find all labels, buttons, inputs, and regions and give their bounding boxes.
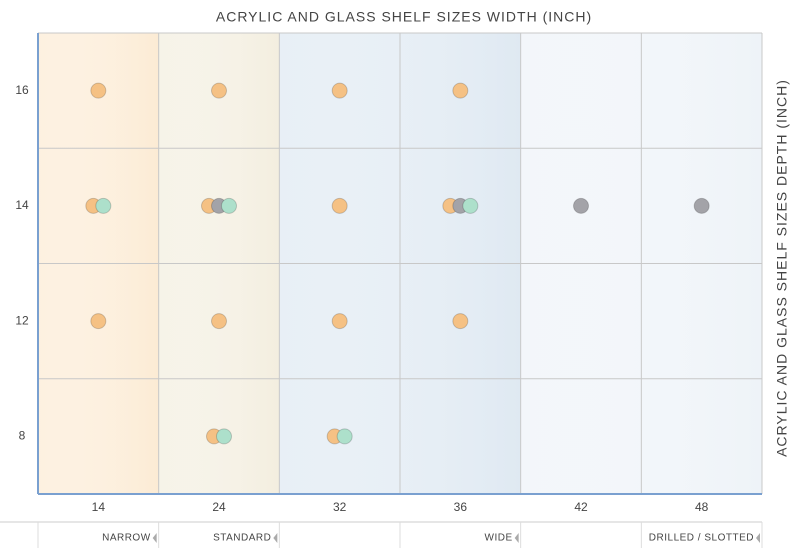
group-arrow bbox=[756, 533, 760, 543]
dot bbox=[211, 82, 227, 99]
x-tick-label: 32 bbox=[333, 500, 347, 514]
dot bbox=[90, 82, 107, 99]
dot bbox=[211, 313, 227, 330]
dot bbox=[216, 428, 232, 445]
dot bbox=[573, 197, 589, 214]
y-axis-label: ACRYLIC AND GLASS SHELF SIZES DEPTH (INC… bbox=[774, 79, 790, 457]
dot bbox=[95, 197, 112, 214]
x-tick-label: 14 bbox=[92, 500, 106, 514]
dot bbox=[90, 313, 107, 330]
group-label: DRILLED / SLOTTED bbox=[649, 533, 754, 544]
group-arrow bbox=[514, 533, 519, 543]
dot bbox=[221, 197, 237, 214]
dot bbox=[331, 82, 348, 99]
x-tick-label: 36 bbox=[454, 500, 468, 514]
chart-title: ACRYLIC AND GLASS SHELF SIZES WIDTH (INC… bbox=[216, 9, 592, 25]
dot bbox=[452, 82, 469, 99]
y-tick-label: 12 bbox=[15, 313, 29, 327]
dot bbox=[331, 197, 348, 214]
x-tick-label: 48 bbox=[695, 500, 709, 514]
dot bbox=[452, 313, 469, 330]
x-tick-label: 42 bbox=[574, 500, 588, 514]
y-tick-label: 8 bbox=[19, 429, 26, 443]
x-tick-label: 24 bbox=[212, 500, 226, 514]
group-label: WIDE bbox=[485, 533, 513, 544]
group-arrow bbox=[152, 533, 157, 543]
group-label: STANDARD bbox=[213, 533, 271, 544]
group-arrow bbox=[273, 533, 278, 543]
dot bbox=[336, 428, 353, 445]
dot bbox=[331, 313, 348, 330]
dot bbox=[693, 197, 710, 214]
y-tick-label: 16 bbox=[15, 83, 29, 97]
dot bbox=[462, 197, 479, 214]
group-label: NARROW bbox=[102, 533, 151, 544]
y-tick-label: 14 bbox=[15, 198, 29, 212]
